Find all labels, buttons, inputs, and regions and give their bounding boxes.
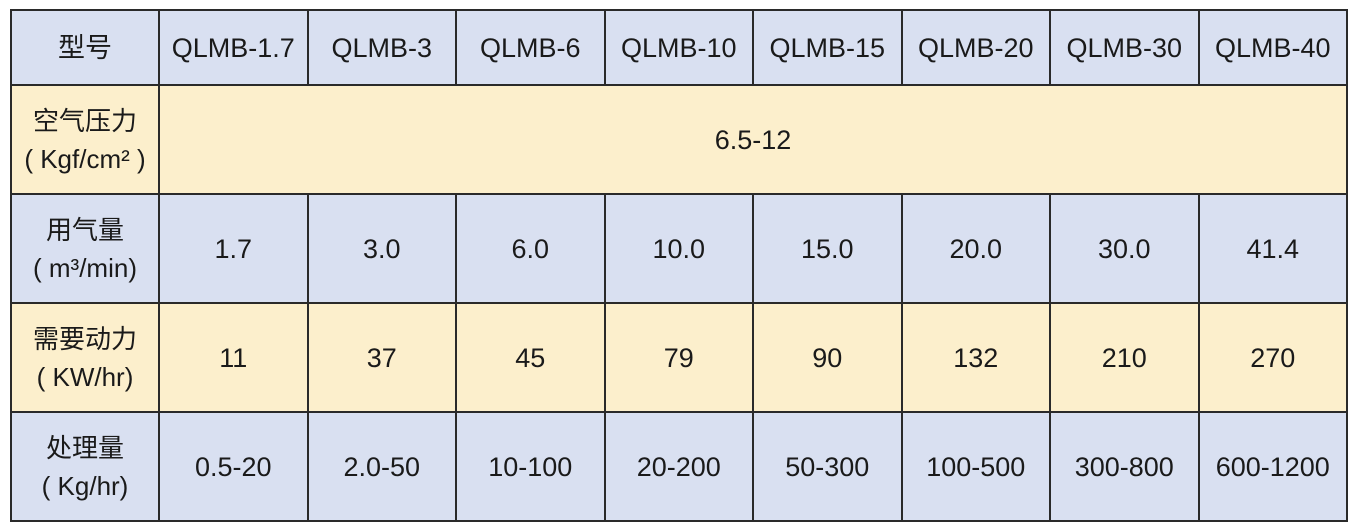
- cell: 300-800: [1049, 411, 1200, 522]
- model-header: QLMB-15: [752, 9, 903, 86]
- cell: 20-200: [603, 411, 754, 522]
- model-header: QLMB-1.7: [158, 9, 309, 86]
- table-row-capacity: 处理量( Kg/hr) 0.5-20 2.0-50 10-100 20-200 …: [10, 411, 1348, 522]
- merged-value: 6.5-12: [158, 84, 1348, 195]
- model-header: QLMB-30: [1049, 9, 1200, 86]
- row-label-text: 处理量: [45, 432, 124, 463]
- model-header: QLMB-3: [306, 9, 457, 86]
- row-label: 需要动力 ( KW/hr): [10, 302, 160, 413]
- cell: 37: [306, 302, 457, 413]
- cell: 3.0: [306, 193, 457, 304]
- row-unit: ( KW/hr): [36, 361, 134, 392]
- cell: 45: [455, 302, 606, 413]
- cell: 50-300: [752, 411, 903, 522]
- row-unit: ( Kg/hr): [41, 470, 129, 501]
- cell: 132: [900, 302, 1051, 413]
- table-row-power: 需要动力 ( KW/hr) 11 37 45 79 90 132 210 270: [10, 302, 1348, 413]
- model-header: QLMB-20: [900, 9, 1051, 86]
- spec-table: 型号 QLMB-1.7 QLMB-3 QLMB-6 QLMB-10 QLMB-1…: [10, 9, 1348, 522]
- table-row-air-pressure: 空气压力 ( Kgf/cm² ) 6.5-12: [10, 84, 1348, 195]
- cell: 6.0: [455, 193, 606, 304]
- header-label: 型号: [10, 9, 160, 86]
- model-header: QLMB-40: [1197, 9, 1348, 86]
- cell: 100-500: [900, 411, 1051, 522]
- cell: 30.0: [1049, 193, 1200, 304]
- header-row: 型号 QLMB-1.7 QLMB-3 QLMB-6 QLMB-10 QLMB-1…: [10, 9, 1348, 86]
- row-label-text: 空气压力: [32, 105, 137, 136]
- row-label: 处理量 ( Kg/hr): [10, 411, 160, 522]
- cell: 0.5-20: [158, 411, 309, 522]
- cell: 270: [1197, 302, 1348, 413]
- cell: 20.0: [900, 193, 1051, 304]
- cell: 600-1200: [1197, 411, 1348, 522]
- cell: 2.0-50: [306, 411, 457, 522]
- table-row-air-consumption: 用气量( m³/min) 1.7 3.0 6.0 10.0 15.0 20.0 …: [10, 193, 1348, 304]
- cell: 210: [1049, 302, 1200, 413]
- cell: 10.0: [603, 193, 754, 304]
- row-label-text: 用气量: [45, 214, 124, 245]
- model-header: QLMB-10: [603, 9, 754, 86]
- cell: 90: [752, 302, 903, 413]
- cell: 1.7: [158, 193, 309, 304]
- row-label: 空气压力 ( Kgf/cm² ): [10, 84, 160, 195]
- row-label-text: 需要动力: [32, 323, 137, 354]
- cell: 15.0: [752, 193, 903, 304]
- row-label: 用气量 ( m³/min): [10, 193, 160, 304]
- cell: 41.4: [1197, 193, 1348, 304]
- row-unit: ( m³/min): [33, 252, 137, 283]
- model-header: QLMB-6: [455, 9, 606, 86]
- cell: 79: [603, 302, 754, 413]
- cell: 10-100: [455, 411, 606, 522]
- row-unit: ( Kgf/cm² ): [24, 143, 146, 174]
- cell: 11: [158, 302, 309, 413]
